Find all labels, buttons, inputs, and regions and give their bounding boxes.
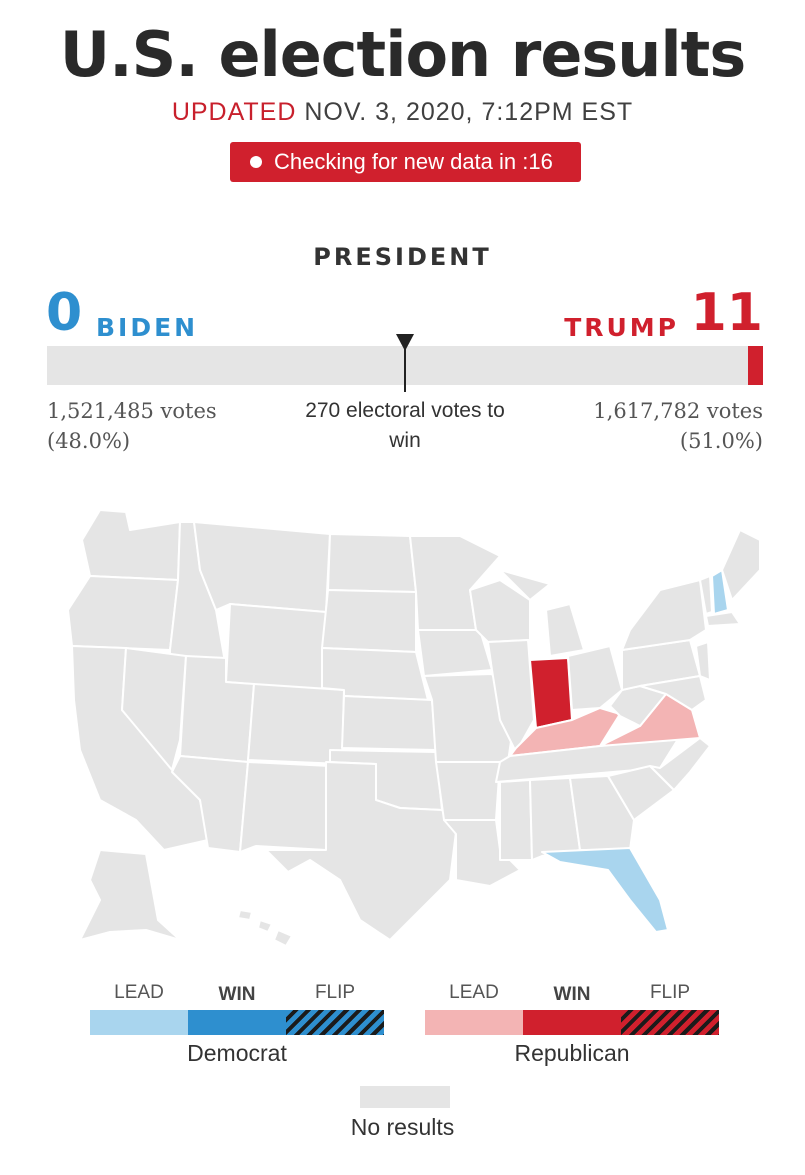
state-nevada[interactable] xyxy=(121,647,187,771)
legend-rep-party: Republican xyxy=(514,1040,630,1066)
state-oregon[interactable] xyxy=(67,575,179,651)
live-dot-icon xyxy=(250,156,262,168)
refresh-status-badge: Checking for new data in :16 xyxy=(230,142,581,182)
state-michigan[interactable] xyxy=(499,569,585,657)
state-louisiana[interactable] xyxy=(443,819,521,887)
state-south-dakota[interactable] xyxy=(321,589,417,653)
state-north-dakota[interactable] xyxy=(327,533,417,593)
legend-dem-lead-swatch xyxy=(90,1010,188,1035)
republican-candidate-name: TRUMP xyxy=(564,313,679,342)
state-new-hampshire[interactable] xyxy=(711,569,729,615)
legend-rep-lead-swatch xyxy=(425,1010,523,1035)
state-alaska[interactable] xyxy=(79,849,181,941)
republican-popular-vote: 1,617,782 votes (51.0%) xyxy=(593,396,763,456)
state-iowa[interactable] xyxy=(417,629,493,677)
updated-label: UPDATED xyxy=(171,98,297,126)
state-massachusetts[interactable] xyxy=(705,611,741,627)
state-hawaii[interactable] xyxy=(237,909,293,947)
state-wyoming[interactable] xyxy=(225,603,327,691)
legend-rep-win-swatch xyxy=(523,1010,621,1035)
legend-dem-party: Democrat xyxy=(187,1040,287,1066)
state-florida[interactable] xyxy=(541,847,669,933)
state-texas[interactable] xyxy=(265,761,457,941)
legend-dem-lead-label: LEAD xyxy=(114,982,164,1003)
state-arkansas[interactable] xyxy=(435,761,501,821)
legend-dem-flip-swatch xyxy=(286,1010,384,1035)
democrat-popular-vote: 1,521,485 votes (48.0%) xyxy=(47,396,217,456)
state-washington[interactable] xyxy=(81,509,181,581)
legend-dem-win-swatch xyxy=(188,1010,286,1035)
democrat-vote-percent: (48.0%) xyxy=(47,429,131,453)
page-title: U.S. election results xyxy=(59,18,746,91)
state-kansas[interactable] xyxy=(341,695,437,751)
republican-ev-fill xyxy=(748,346,763,385)
threshold-label: 270 electoral votes to win xyxy=(305,399,505,452)
refresh-status-text: Checking for new data in :16 xyxy=(274,149,553,174)
legend-rep-lead-label: LEAD xyxy=(449,982,499,1003)
updated-time: NOV. 3, 2020, 7:12PM EST xyxy=(304,98,634,126)
updated-timestamp: UPDATED NOV. 3, 2020, 7:12PM EST xyxy=(0,98,805,127)
state-vermont[interactable] xyxy=(699,575,713,615)
us-results-map xyxy=(67,509,761,947)
threshold-marker-icon xyxy=(396,334,414,351)
state-maine[interactable] xyxy=(721,529,761,601)
democrat-electoral-votes: 0 xyxy=(46,283,83,343)
state-ohio[interactable] xyxy=(567,645,623,711)
democrat-vote-count: 1,521,485 votes xyxy=(47,399,217,423)
state-mississippi[interactable] xyxy=(499,779,533,861)
legend-dem-win-label: WIN xyxy=(218,984,256,1005)
state-new-mexico[interactable] xyxy=(239,761,331,853)
legend-rep-flip-label: FLIP xyxy=(649,982,691,1003)
legend-no-results-swatch xyxy=(360,1086,450,1108)
democrat-candidate-name: BIDEN xyxy=(96,313,199,342)
legend-rep-win-label: WIN xyxy=(553,984,591,1005)
state-new-york[interactable] xyxy=(621,579,707,651)
threshold-marker-line xyxy=(404,344,406,392)
legend-no-results-label: No results xyxy=(350,1114,455,1140)
state-wisconsin[interactable] xyxy=(469,579,531,643)
republican-electoral-votes: 11 xyxy=(690,283,763,343)
legend-rep-flip-swatch xyxy=(621,1010,719,1035)
state-indiana[interactable] xyxy=(529,657,573,729)
legend-dem-flip-label: FLIP xyxy=(314,982,356,1003)
republican-vote-count: 1,617,782 votes xyxy=(593,399,763,423)
republican-vote-percent: (51.0%) xyxy=(679,429,763,453)
state-maryland[interactable] xyxy=(639,675,707,711)
race-title: PRESIDENT xyxy=(313,243,492,271)
state-montana[interactable] xyxy=(193,521,331,613)
state-new-jersey[interactable] xyxy=(695,641,711,681)
